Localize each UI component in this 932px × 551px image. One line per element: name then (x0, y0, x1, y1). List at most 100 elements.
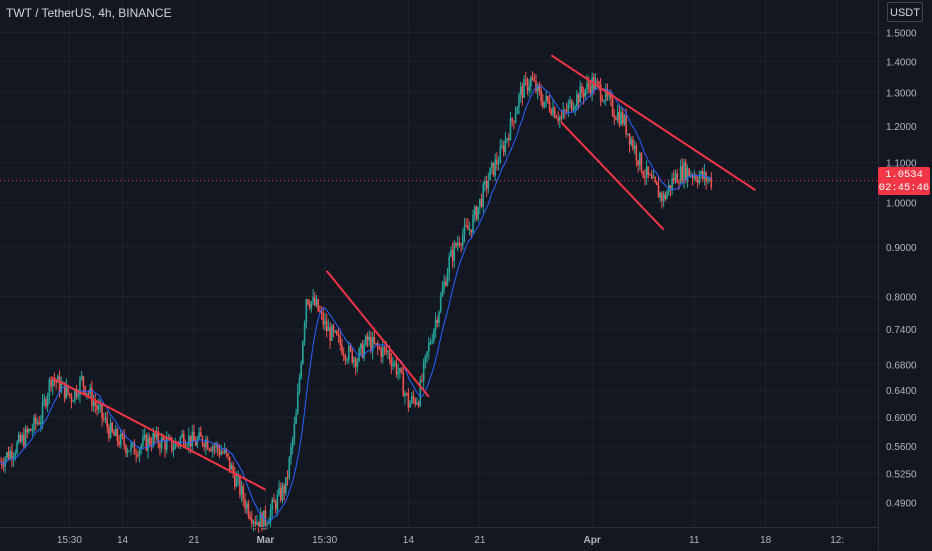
candle-body (48, 379, 51, 396)
candle-body (392, 363, 394, 367)
candle-body (133, 442, 136, 455)
candle-body (545, 96, 547, 102)
candle-body (710, 177, 713, 187)
candle-body (363, 345, 365, 358)
candle-body (591, 77, 593, 94)
candle-body (310, 301, 313, 308)
candle-body (635, 145, 638, 161)
candle-body (456, 242, 459, 247)
candle-body (523, 79, 525, 98)
candle-body (140, 445, 143, 450)
candle-body (234, 473, 236, 487)
candle-body (416, 402, 418, 405)
candle-body (567, 104, 570, 112)
candle-body (249, 515, 251, 519)
candle-body (319, 311, 321, 313)
candle-body (696, 180, 699, 183)
candle-body (359, 343, 362, 349)
candle-body (531, 77, 534, 80)
candle-body (308, 304, 311, 308)
candle-body (555, 117, 558, 119)
candle-body (620, 112, 622, 125)
candle-body (43, 399, 46, 402)
time-tick-label: 15:30 (312, 535, 337, 546)
candle-body (410, 396, 413, 403)
time-axis[interactable] (0, 527, 878, 551)
candle-body (269, 509, 272, 522)
price-tick-label: 0.7400 (886, 325, 917, 336)
candle-body (504, 139, 507, 153)
candle-body (162, 437, 165, 441)
trend-line (325, 270, 430, 398)
candle-body (339, 336, 342, 346)
candle-body (570, 100, 573, 111)
candle-body (458, 242, 461, 245)
candle-body (240, 486, 243, 495)
candle-body (550, 110, 553, 115)
candle-body (79, 378, 81, 396)
candle-body (266, 524, 268, 526)
candle-body (346, 359, 348, 361)
candle-body (196, 438, 199, 446)
candle-body (148, 437, 151, 445)
candle-body (382, 347, 384, 358)
candle-body (433, 329, 435, 341)
candle-body (519, 86, 522, 95)
candle-body (654, 177, 656, 182)
candle-body (36, 422, 39, 424)
candle-body (453, 243, 456, 261)
candle-body (547, 96, 549, 102)
candle-body (254, 521, 257, 525)
candle-body (336, 330, 338, 335)
candle-body (205, 439, 207, 448)
candle-body (160, 437, 163, 449)
candle-body (313, 297, 316, 306)
candle-body (674, 173, 677, 181)
candle-body (247, 503, 250, 516)
candle-body (652, 177, 655, 179)
candle-body (55, 381, 57, 383)
candle-body (703, 172, 706, 179)
candle-body (295, 413, 297, 424)
candle-body (94, 401, 97, 406)
candle-body (645, 166, 648, 178)
candle-body (611, 98, 614, 115)
candle-body (388, 351, 391, 360)
candle-body (38, 422, 40, 425)
candle-body (135, 454, 137, 456)
candle-body (130, 444, 132, 451)
candle-body (426, 351, 428, 356)
candle-body (116, 428, 119, 441)
candle-body (657, 185, 660, 198)
candle-body (215, 444, 217, 448)
candle-body (244, 499, 246, 509)
candle-body (288, 457, 291, 478)
candle-body (365, 335, 367, 346)
candle-body (395, 362, 398, 375)
candle-body (553, 107, 556, 118)
candle-body (472, 214, 474, 233)
candle-body (485, 180, 488, 189)
candle-body (368, 337, 371, 341)
price-tick-label: 1.1000 (886, 159, 917, 170)
candle-body (281, 485, 284, 501)
candle-body (181, 433, 183, 438)
candle-body (376, 343, 379, 348)
candle-body (354, 358, 357, 367)
candle-body (521, 86, 524, 98)
price-tick-label: 1.4000 (886, 57, 917, 68)
candle-body (63, 382, 66, 399)
time-tick-label: 15:30 (57, 535, 82, 546)
candle-body (208, 449, 211, 451)
candle-body (230, 465, 233, 470)
candle-body (41, 401, 44, 422)
candle-body (409, 402, 411, 408)
candle-body (305, 299, 308, 323)
candle-body (53, 379, 56, 382)
currency-label[interactable]: USDT (887, 2, 923, 22)
candle-body (613, 114, 616, 119)
time-tick-label: 21 (188, 535, 200, 546)
candle-body (331, 325, 333, 341)
